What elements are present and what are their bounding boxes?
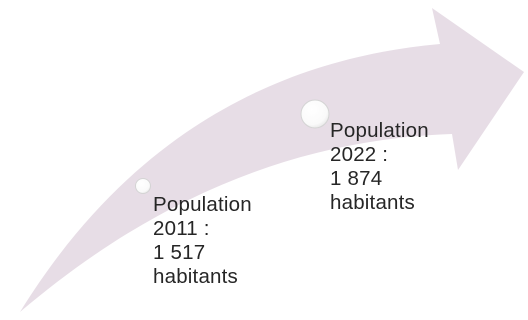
milestone-2022-line-4: habitants — [330, 191, 416, 214]
milestone-marker-2011 — [135, 178, 151, 194]
milestone-2011-line-2: 2011 : — [153, 217, 210, 240]
milestone-2011-line-3: 1 517 — [153, 241, 206, 264]
milestone-label-2022: Population 2022 : 1 874 habitants — [330, 119, 429, 215]
milestone-2011-line-4: habitants — [153, 265, 239, 288]
arrow-shape — [20, 8, 524, 312]
milestone-marker-2022 — [300, 99, 330, 129]
milestone-label-2011: Population 2011 : 1 517 habitants — [153, 193, 252, 289]
milestone-2011-line-1: Population — [153, 193, 252, 216]
milestone-2022-line-3: 1 874 — [330, 167, 383, 190]
milestone-2022-line-2: 2022 : — [330, 143, 389, 166]
milestone-2022-line-1: Population — [330, 119, 429, 142]
